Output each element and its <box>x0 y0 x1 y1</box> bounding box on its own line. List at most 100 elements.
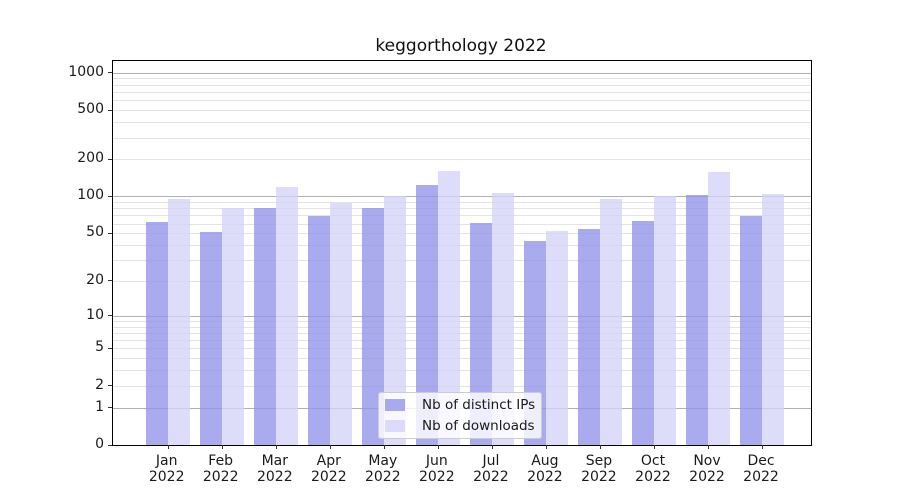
y-tick-mark <box>108 158 112 160</box>
minor-gridline <box>113 370 811 372</box>
y-tick-label: 200 <box>77 150 104 167</box>
minor-gridline <box>113 84 811 86</box>
bar-dec-distinct-ips <box>740 216 762 445</box>
x-tick-mark <box>599 445 601 449</box>
minor-gridline <box>113 259 811 261</box>
y-tick-label: 500 <box>77 101 104 117</box>
bar-jan-downloads <box>167 199 190 445</box>
x-tick-month: Apr <box>316 453 341 469</box>
plot-area <box>108 60 812 449</box>
bar-sep-distinct-ips <box>577 229 600 445</box>
legend-swatch-distinct-ips <box>385 399 405 411</box>
bar-jun-downloads <box>437 171 460 445</box>
minor-gridline <box>113 208 811 210</box>
y-tick-mark <box>108 72 112 74</box>
x-tick-label: Mar 2022 <box>247 453 303 485</box>
x-tick-year: 2022 <box>635 469 671 485</box>
bar-jun-distinct-ips <box>415 184 438 445</box>
x-tick-mark <box>545 445 547 449</box>
x-tick-year: 2022 <box>581 469 617 485</box>
legend-label-downloads: Nb of downloads <box>422 418 535 434</box>
chart-title: keggorthology 2022 <box>375 36 547 56</box>
x-tick-year: 2022 <box>527 469 563 485</box>
minor-gridline <box>113 122 811 123</box>
bar-mar-distinct-ips <box>253 208 276 445</box>
y-tick-mark <box>108 347 112 349</box>
legend-label-distinct-ips: Nb of distinct IPs <box>422 397 536 413</box>
x-tick-year: 2022 <box>689 469 725 485</box>
minor-gridline <box>113 78 811 80</box>
x-tick-mark <box>221 445 223 449</box>
major-gridline <box>113 196 811 198</box>
bar-apr-downloads <box>329 202 352 445</box>
minor-gridline <box>113 137 811 139</box>
x-tick-mark <box>762 445 763 449</box>
legend-swatch-downloads <box>385 420 405 432</box>
x-tick-year: 2022 <box>364 469 401 485</box>
bar-jul-downloads <box>491 193 514 445</box>
bar-apr-distinct-ips <box>307 216 330 445</box>
x-tick-mark <box>654 445 655 449</box>
x-tick-mark <box>167 445 169 449</box>
y-tick-mark <box>108 385 112 387</box>
x-tick-label: Jul 2022 <box>463 453 519 485</box>
x-tick-year: 2022 <box>256 469 293 485</box>
bar-feb-distinct-ips <box>199 232 222 445</box>
x-tick-month: Nov <box>693 453 721 469</box>
minor-gridline <box>113 326 811 328</box>
x-tick-mark <box>437 445 439 449</box>
y-tick-mark <box>108 280 112 282</box>
minor-gridline <box>113 340 811 342</box>
bar-sep-downloads <box>599 199 622 445</box>
x-tick-mark <box>708 445 709 449</box>
bar-oct-downloads <box>654 196 676 445</box>
y-tick-label: 1 <box>95 398 104 415</box>
x-tick-mark <box>275 445 277 449</box>
x-tick-month: Oct <box>640 453 666 469</box>
minor-gridline <box>113 215 811 217</box>
y-tick-mark <box>108 232 112 234</box>
x-tick-label: Aug 2022 <box>517 453 573 485</box>
bar-nov-downloads <box>708 171 730 445</box>
y-tick-label: 0 <box>95 436 104 452</box>
x-tick-label: Jan 2022 <box>139 453 195 485</box>
minor-gridline <box>113 201 811 203</box>
x-tick-year: 2022 <box>743 469 779 485</box>
minor-gridline <box>113 244 811 246</box>
y-tick-label: 5 <box>95 339 104 356</box>
y-tick-mark <box>108 195 112 197</box>
legend-row-distinct-ips: Nb of distinct IPs <box>379 396 541 415</box>
y-tick-label: 50 <box>86 224 104 241</box>
x-tick-mark <box>383 445 385 449</box>
x-tick-label: Jun 2022 <box>409 453 465 485</box>
minor-gridline <box>113 159 811 161</box>
major-gridline <box>113 315 811 317</box>
bar-feb-downloads <box>221 208 244 445</box>
x-tick-label: Feb 2022 <box>193 453 249 485</box>
x-tick-month: Feb <box>208 453 234 469</box>
x-tick-year: 2022 <box>310 469 347 485</box>
x-tick-label: Sep 2022 <box>571 453 627 485</box>
x-tick-label: Dec 2022 <box>733 453 789 485</box>
minor-gridline <box>113 385 811 387</box>
x-tick-month: Mar <box>261 453 288 469</box>
y-tick-mark <box>108 109 112 111</box>
minor-gridline <box>113 110 811 111</box>
x-tick-mark <box>329 445 331 449</box>
x-tick-label: Apr 2022 <box>301 453 357 485</box>
x-tick-year: 2022 <box>473 469 509 485</box>
x-tick-mark <box>491 445 493 449</box>
minor-gridline <box>113 332 811 334</box>
minor-gridline <box>113 320 811 322</box>
x-tick-month: Aug <box>531 453 559 469</box>
bar-dec-downloads <box>762 194 784 445</box>
x-tick-year: 2022 <box>418 469 455 485</box>
bar-mar-downloads <box>275 187 298 445</box>
y-tick-mark <box>108 444 112 446</box>
minor-gridline <box>113 280 811 282</box>
minor-gridline <box>113 100 811 102</box>
bar-nov-distinct-ips <box>686 195 708 445</box>
x-tick-month: Sep <box>585 453 613 469</box>
bar-may-downloads <box>383 196 406 445</box>
